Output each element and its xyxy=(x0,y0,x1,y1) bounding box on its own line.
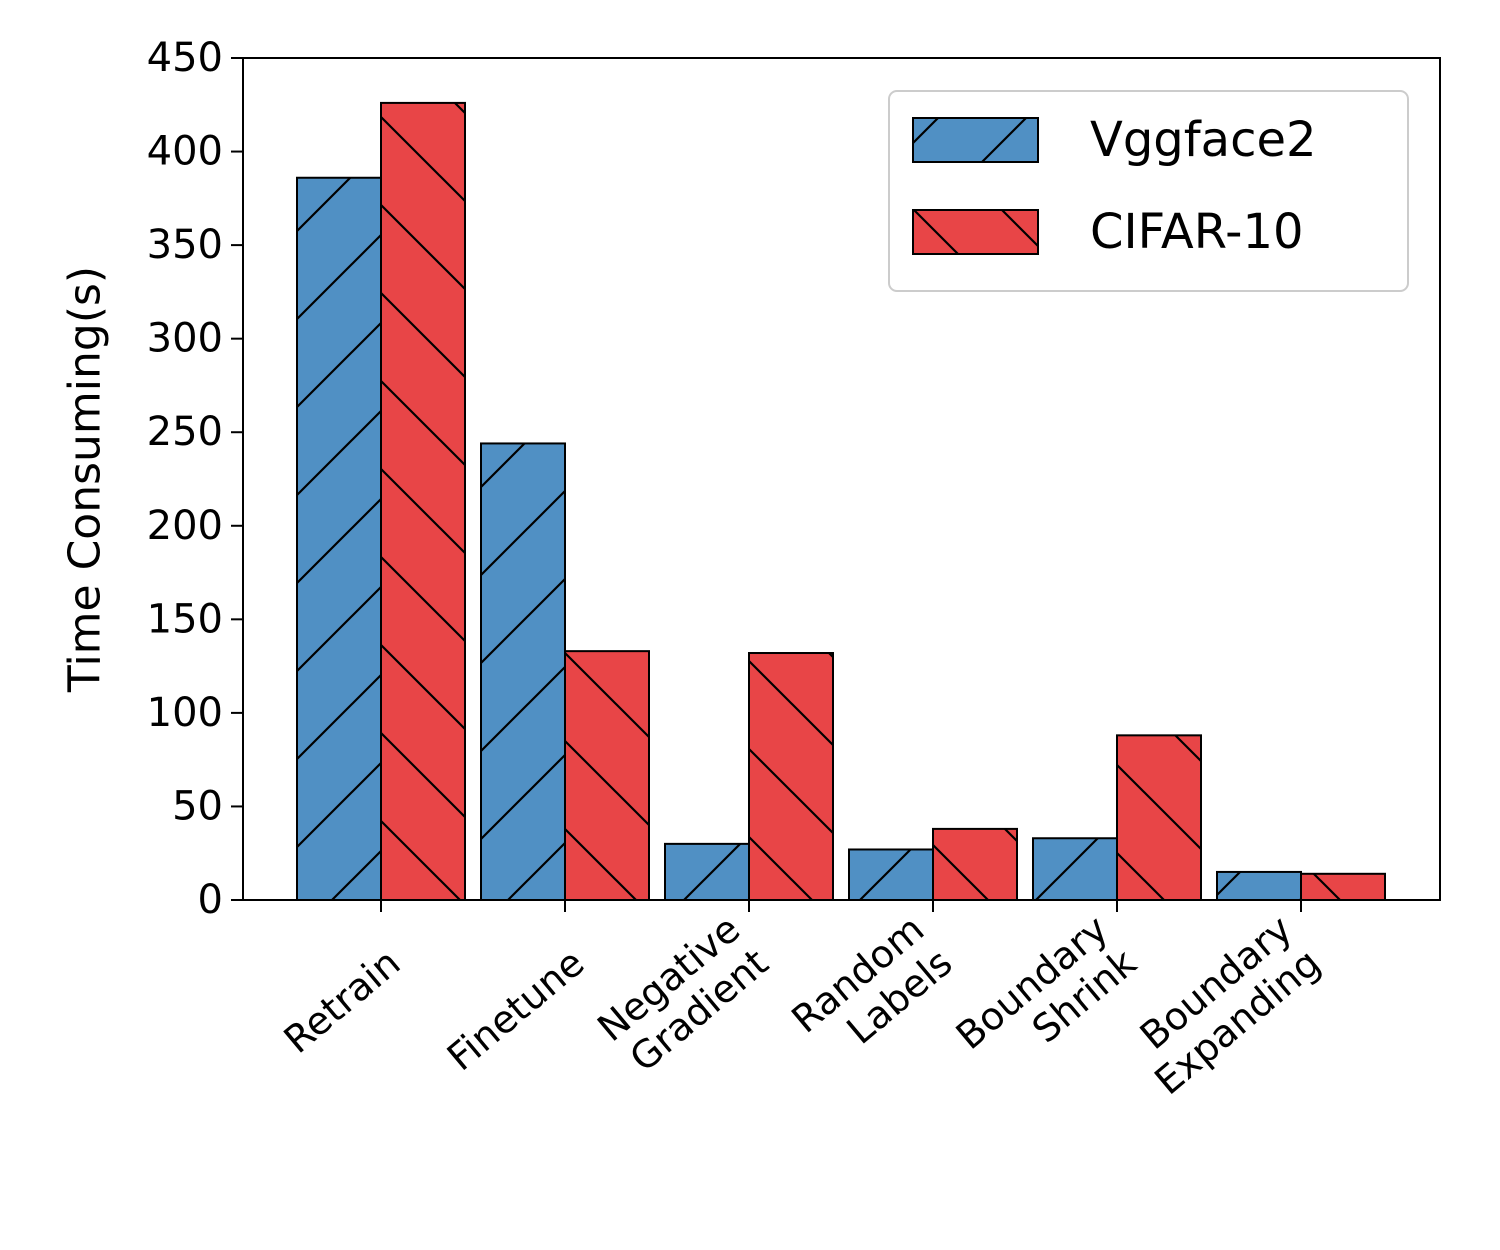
bar-hatch xyxy=(932,827,1018,901)
x-tick-label-3: RandomLabels xyxy=(783,907,960,1076)
bar-cifar-10-1 xyxy=(564,650,650,901)
bar-hatch xyxy=(848,848,934,901)
bar-hatch xyxy=(564,650,650,901)
bar-cifar-10-5 xyxy=(1300,872,1386,901)
bar-cifar-10-0 xyxy=(380,101,466,901)
bar-hatch xyxy=(480,442,566,901)
legend-swatch-hatch xyxy=(912,117,1039,163)
bar-vggface2-2 xyxy=(664,842,750,901)
bar-cifar-10-2 xyxy=(748,652,834,901)
y-tick-label: 0 xyxy=(198,877,223,923)
y-tick-label: 100 xyxy=(147,690,223,736)
bar-hatch xyxy=(296,176,382,902)
bars-group xyxy=(296,101,1386,902)
legend-label: Vggface2 xyxy=(1090,112,1317,168)
x-tick-label-4: BoundaryShrink xyxy=(948,907,1145,1092)
plot-area-frame xyxy=(242,57,1441,901)
bar-hatch xyxy=(1116,734,1202,901)
bar-cifar-10-4 xyxy=(1116,734,1202,901)
bar-vggface2-0 xyxy=(296,176,382,902)
bar-hatch xyxy=(1216,870,1302,902)
y-tick-label: 300 xyxy=(147,316,223,362)
x-tick-label-0: Retrain xyxy=(276,940,409,1061)
bar-hatch xyxy=(1032,837,1118,902)
x-tick-label-line: Retrain xyxy=(276,940,409,1061)
x-tick-label-2: NegativeGradient xyxy=(589,907,776,1084)
y-tick-label: 350 xyxy=(147,222,223,268)
bar-cifar-10-3 xyxy=(932,827,1018,901)
legend-label: CIFAR-10 xyxy=(1090,204,1304,260)
x-tick-label-line: Finetune xyxy=(439,940,593,1079)
y-tick-label: 250 xyxy=(147,409,223,455)
x-tick-label-1: Finetune xyxy=(439,940,593,1079)
legend-entry-vggface2: Vggface2 xyxy=(912,112,1317,168)
bar-hatch xyxy=(664,842,750,901)
y-tick-label: 150 xyxy=(147,596,223,642)
bar-vggface2-1 xyxy=(480,442,566,901)
bar-vggface2-3 xyxy=(848,848,934,901)
bar-hatch xyxy=(748,652,834,901)
bar-vggface2-5 xyxy=(1216,870,1302,902)
legend-entry-cifar-10: CIFAR-10 xyxy=(912,204,1304,260)
bar-hatch xyxy=(1300,872,1386,901)
y-tick-label: 200 xyxy=(147,503,223,549)
x-tick-label-5: BoundaryExpanding xyxy=(1118,907,1328,1104)
y-tick-label: 400 xyxy=(147,129,223,175)
y-tick-label: 450 xyxy=(147,35,223,81)
bar-vggface2-4 xyxy=(1032,837,1118,902)
bar-hatch xyxy=(380,101,466,901)
y-axis: 0 50 100 150 200 250 300 350 400 450 xyxy=(147,35,243,923)
legend-swatch-hatch xyxy=(912,209,1039,255)
y-axis-title: Time Consuming(s) xyxy=(60,266,111,693)
legend: Vggface2 CIFAR-10 xyxy=(888,90,1409,292)
y-tick-label: 50 xyxy=(172,783,223,829)
